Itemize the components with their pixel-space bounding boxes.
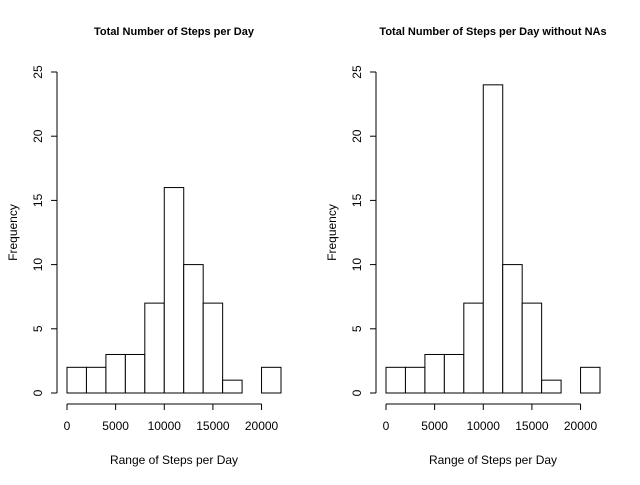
- chart-title: Total Number of Steps per Day without NA…: [379, 26, 606, 38]
- histogram-bar: [385, 366, 406, 394]
- histogram-bar: [183, 264, 204, 394]
- x-axis-label: Range of Steps per Day: [429, 453, 557, 467]
- y-tick-label: 10: [350, 258, 364, 272]
- x-tick-label: 10000: [467, 419, 501, 433]
- y-tick-label: 5: [350, 325, 364, 332]
- histogram-bar: [144, 302, 165, 394]
- histogram-bar: [521, 302, 543, 394]
- histogram-bar: [222, 379, 243, 394]
- y-tick-label: 15: [31, 193, 45, 207]
- y-tick-label: 5: [31, 325, 45, 332]
- histogram-bar: [443, 353, 465, 394]
- x-tick-label: 5000: [102, 419, 129, 433]
- histogram-bar: [424, 353, 445, 394]
- histogram-bar: [202, 302, 224, 394]
- x-tick-label: 10000: [148, 419, 182, 433]
- histogram-bar: [404, 366, 426, 394]
- y-tick-label: 20: [31, 129, 45, 143]
- y-tick-label: 15: [350, 193, 364, 207]
- x-axis-label: Range of Steps per Day: [110, 453, 238, 467]
- histogram-bar: [261, 366, 282, 394]
- y-tick-label: 0: [350, 389, 364, 396]
- y-axis-label: Frequency: [6, 204, 20, 261]
- histogram-bar: [463, 302, 484, 394]
- histogram-bar: [502, 264, 523, 394]
- histogram-bar: [541, 379, 562, 394]
- chart-panel-2: Total Number of Steps per Day without NA…: [325, 26, 606, 467]
- chart-title: Total Number of Steps per Day: [94, 26, 255, 38]
- x-tick-label: 15000: [196, 419, 230, 433]
- chart-panel-1: Total Number of Steps per Day 0 5000 10000 1…: [6, 26, 282, 467]
- histogram-bar: [66, 366, 87, 394]
- histogram-bar: [163, 187, 185, 394]
- x-tick-label: 15000: [515, 419, 549, 433]
- x-tick-label: 20000: [564, 419, 598, 433]
- x-tick-label: 0: [383, 419, 390, 433]
- histogram-bar: [124, 353, 146, 394]
- histogram-bar: [580, 366, 601, 394]
- y-tick-label: 0: [31, 389, 45, 396]
- histogram-bar: [482, 84, 504, 394]
- x-tick-label: 20000: [245, 419, 279, 433]
- histogram-bar: [85, 366, 107, 394]
- x-tick-label: 5000: [421, 419, 448, 433]
- y-tick-label: 25: [350, 65, 364, 79]
- y-axis-label: Frequency: [325, 204, 339, 261]
- y-tick-label: 25: [31, 65, 45, 79]
- y-tick-label: 20: [350, 129, 364, 143]
- y-tick-label: 10: [31, 258, 45, 272]
- x-tick-label: 0: [64, 419, 71, 433]
- histogram-bar: [105, 353, 126, 394]
